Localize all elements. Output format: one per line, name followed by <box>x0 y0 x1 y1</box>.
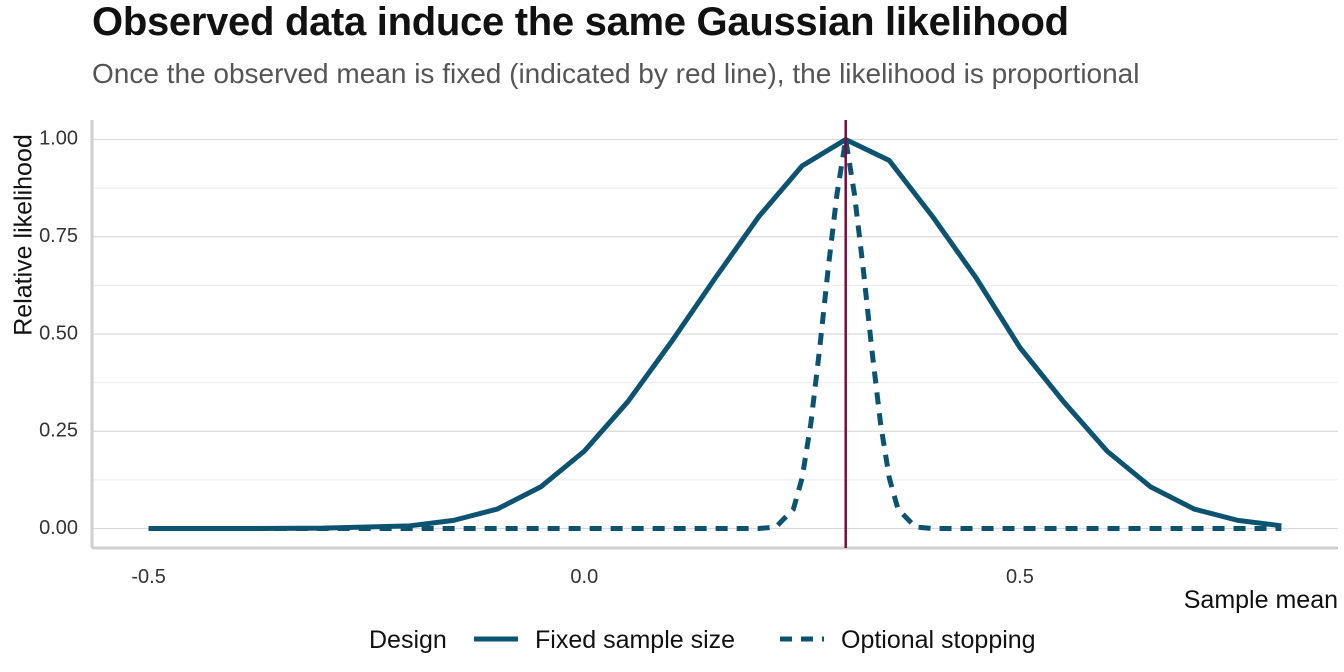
x-axis-label: Sample mean <box>1184 586 1338 614</box>
axes <box>90 120 1338 550</box>
chart-subtitle: Once the observed mean is fixed (indicat… <box>92 58 1140 89</box>
legend: Design Fixed sample size Optional stoppi… <box>369 626 1036 654</box>
y-tick-label: 0.75 <box>39 225 78 247</box>
y-tick-label: 1.00 <box>39 128 78 150</box>
legend-label-optional: Optional stopping <box>841 626 1036 654</box>
y-tick-label: 0.50 <box>39 322 78 344</box>
y-tick-label: 0.00 <box>39 517 78 539</box>
x-tick-label: 0.0 <box>570 566 598 588</box>
y-tick-label: 0.25 <box>39 420 78 442</box>
series-line-1 <box>148 136 1282 532</box>
series-layer <box>148 136 1282 532</box>
y-tick-labels: 0.00 0.25 0.50 0.75 1.00 <box>39 128 78 539</box>
series-line-0 <box>148 136 1282 532</box>
legend-label-fixed: Fixed sample size <box>535 626 735 654</box>
x-tick-label: -0.5 <box>131 566 165 588</box>
legend-title: Design <box>369 626 447 654</box>
y-axis-label: Relative likelihood <box>10 134 38 336</box>
x-tick-labels: -0.5 0.0 0.5 <box>131 566 1033 588</box>
x-tick-label: 0.5 <box>1006 566 1034 588</box>
grid-lines <box>92 138 1338 530</box>
chart-title: Observed data induce the same Gaussian l… <box>92 0 1069 44</box>
